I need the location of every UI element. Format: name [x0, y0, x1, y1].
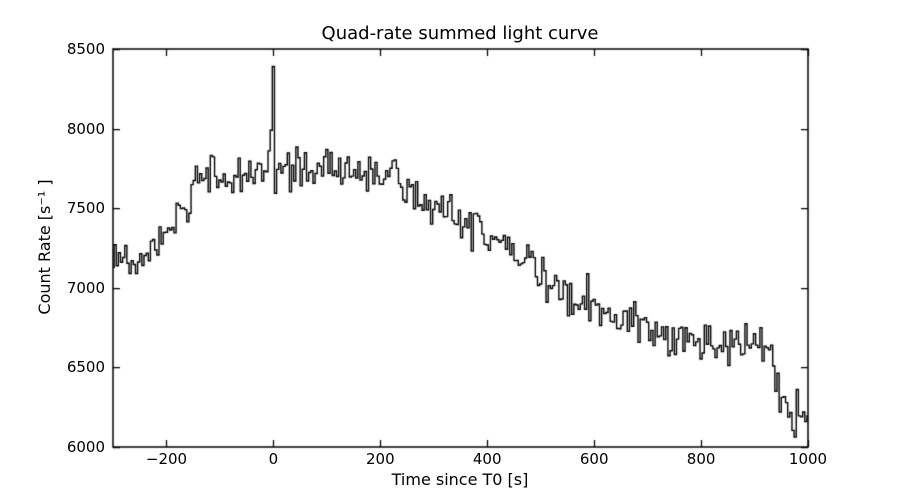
x-axis-label: Time since T0 [s] — [391, 470, 529, 489]
x-tick-label: 200 — [365, 450, 395, 468]
x-tick-label: 0 — [268, 450, 279, 468]
y-tick-label: 7000 — [66, 278, 105, 297]
y-tick-label: 7500 — [66, 199, 105, 218]
y-tick-label: 6500 — [66, 358, 105, 377]
y-tick-label: 8500 — [66, 40, 105, 58]
x-tick-label: −200 — [145, 450, 188, 468]
x-tick-label: 400 — [472, 450, 502, 468]
chart-title: Quad-rate summed light curve — [321, 23, 599, 44]
x-tick-label: 800 — [686, 450, 716, 468]
x-tick-label: 1000 — [788, 450, 828, 468]
x-tick-label: 600 — [579, 450, 609, 468]
y-tick-label: 6000 — [66, 438, 105, 456]
y-tick-label: 8000 — [66, 119, 105, 138]
